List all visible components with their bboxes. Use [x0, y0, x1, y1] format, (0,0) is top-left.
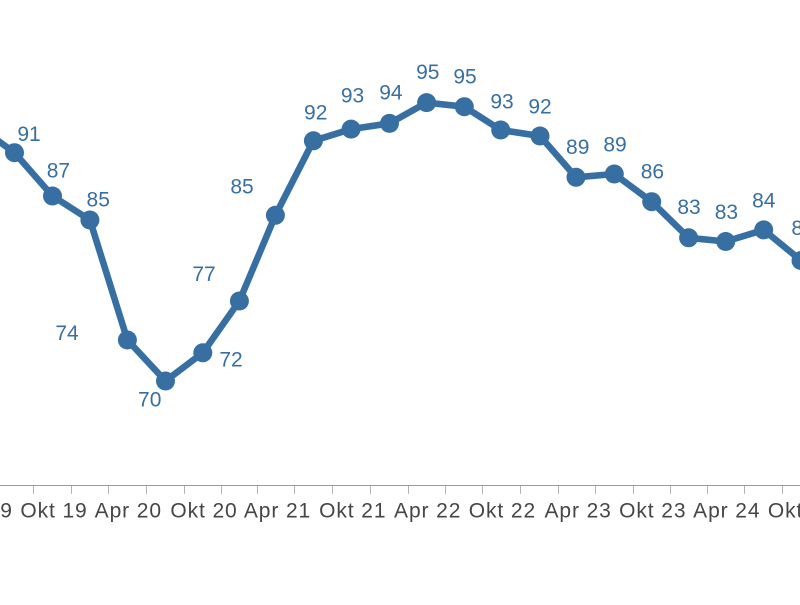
- svg-text:74: 74: [55, 322, 79, 345]
- svg-text:89: 89: [566, 136, 589, 159]
- svg-text:86: 86: [641, 160, 664, 183]
- svg-text:84: 84: [752, 190, 776, 213]
- svg-text:Okt 22: Okt 22: [469, 500, 536, 523]
- svg-text:Okt 21: Okt 21: [319, 500, 386, 523]
- svg-text:94: 94: [379, 82, 403, 105]
- svg-text:89: 89: [603, 134, 626, 157]
- svg-text:Apr 24: Apr 24: [693, 500, 760, 523]
- svg-text:83: 83: [677, 196, 700, 219]
- svg-text:Okt 20: Okt 20: [170, 500, 237, 523]
- svg-text:95: 95: [416, 61, 439, 84]
- svg-text:Okt 19: Okt 19: [20, 500, 87, 523]
- svg-text:82: 82: [791, 217, 800, 240]
- svg-text:95: 95: [453, 66, 476, 89]
- svg-text:Okt 23: Okt 23: [619, 500, 686, 523]
- svg-text:Apr 23: Apr 23: [544, 500, 611, 523]
- svg-text:70: 70: [138, 388, 161, 411]
- svg-text:93: 93: [490, 90, 513, 113]
- svg-text:Okt 24: Okt 24: [768, 500, 800, 523]
- svg-text:72: 72: [219, 348, 242, 371]
- svg-text:85: 85: [230, 175, 253, 198]
- svg-text:87: 87: [47, 159, 70, 182]
- svg-text:92: 92: [528, 96, 551, 119]
- svg-text:Apr 22: Apr 22: [394, 500, 461, 523]
- svg-text:93: 93: [341, 84, 364, 107]
- svg-text:91: 91: [17, 123, 40, 146]
- svg-text:Apr 19: Apr 19: [0, 500, 13, 523]
- svg-text:92: 92: [304, 101, 327, 124]
- svg-text:Apr 20: Apr 20: [95, 500, 162, 523]
- svg-text:77: 77: [192, 263, 215, 286]
- svg-text:83: 83: [715, 201, 738, 224]
- svg-text:85: 85: [87, 188, 110, 211]
- svg-text:Apr 21: Apr 21: [244, 500, 311, 523]
